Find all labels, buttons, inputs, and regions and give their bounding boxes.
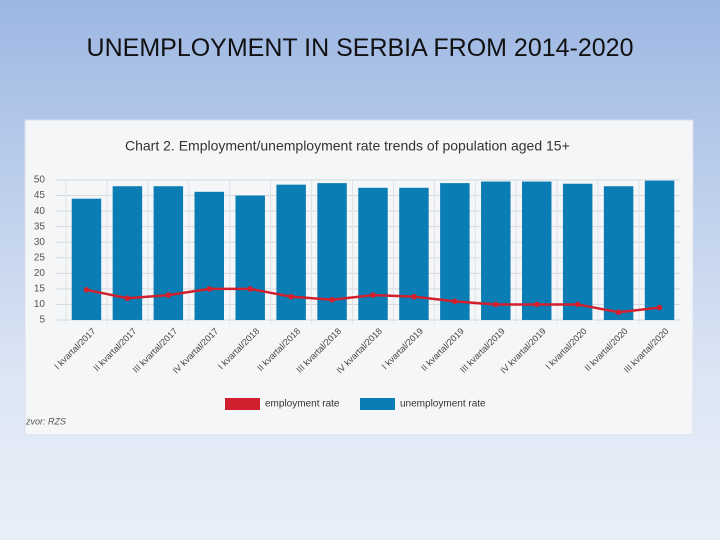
y-tick-label: 45 xyxy=(34,190,46,201)
y-tick-label: 25 xyxy=(34,252,46,263)
point xyxy=(247,286,253,292)
bar xyxy=(603,186,634,320)
y-tick-label: 20 xyxy=(34,268,46,279)
y-tick-label: 10 xyxy=(34,299,46,310)
bar xyxy=(358,187,388,320)
point xyxy=(411,293,417,300)
point xyxy=(656,304,663,311)
slide-title: UNEMPLOYMENT IN SERBIA FROM 2014-2020 xyxy=(86,34,634,62)
y-tick-label: 50 xyxy=(34,175,46,186)
bar xyxy=(521,181,552,320)
y-tick-label: 15 xyxy=(34,284,46,295)
point xyxy=(83,287,90,293)
point xyxy=(288,293,294,300)
legend-swatch xyxy=(360,398,395,410)
point xyxy=(493,301,499,308)
bar xyxy=(562,183,593,320)
legend-swatch xyxy=(225,398,260,410)
legend-label: unemployment rate xyxy=(400,399,486,410)
bar xyxy=(194,191,225,320)
point xyxy=(452,298,458,305)
point xyxy=(329,296,335,303)
y-tick-label: 35 xyxy=(34,221,46,232)
point xyxy=(165,292,172,298)
source: zvor: RZS xyxy=(25,416,66,426)
chart-title: Chart 2. Employment/unemployment rate tr… xyxy=(125,138,570,154)
point xyxy=(615,309,622,316)
bar xyxy=(440,183,470,320)
legend-label: employment rate xyxy=(265,399,340,410)
bar xyxy=(644,180,675,320)
y-tick-label: 40 xyxy=(34,206,46,217)
point xyxy=(206,286,213,292)
bar xyxy=(481,181,511,320)
bar xyxy=(71,198,102,320)
bar xyxy=(276,184,306,320)
point xyxy=(533,301,540,308)
bar xyxy=(153,186,184,320)
point xyxy=(124,295,131,302)
point xyxy=(370,292,376,298)
y-tick-label: 5 xyxy=(39,315,45,326)
y-tick-label: 30 xyxy=(34,237,46,248)
bar xyxy=(399,187,429,320)
point xyxy=(574,301,581,308)
bar xyxy=(235,195,265,320)
